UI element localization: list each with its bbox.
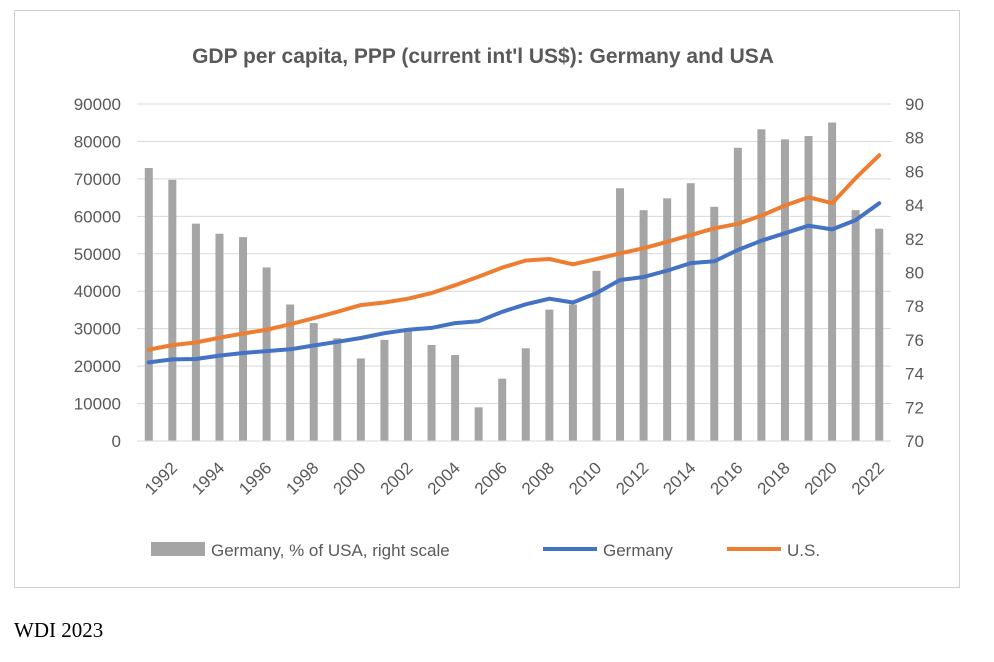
bar-2002 [403,328,412,441]
bar-2004 [451,355,460,441]
right-axis-tick-label: 76 [905,331,924,350]
left-axis-tick-label: 30000 [74,320,121,339]
left-axis-tick-label: 60000 [74,207,121,226]
x-tick-label: 2022 [848,458,888,498]
bar-1996 [262,267,271,441]
x-tick-label: 2018 [754,458,794,498]
bar-1993 [191,223,200,441]
right-axis-tick-label: 88 [905,129,924,148]
bar-1997 [286,304,295,441]
bar-2019 [804,136,813,441]
legend: Germany, % of USA, right scale Germany U.S… [151,541,820,560]
legend-label: U.S. [787,541,820,560]
source-note: WDI 2023 [14,618,104,642]
right-axis-tick-label: 90 [905,95,924,114]
bar-2006 [498,378,507,441]
bar-2011 [616,188,625,441]
x-tick-label: 1998 [282,458,322,498]
bar-1998 [309,323,318,441]
left-axis-tick-label: 50000 [74,245,121,264]
left-axis-tick-label: 90000 [74,95,121,114]
line-u-s- [146,153,882,352]
right-axis-tick-label: 74 [905,365,924,384]
bar-2005 [474,407,483,441]
x-tick-label: 2000 [329,458,369,498]
x-tick-label: 2010 [565,458,605,498]
bar-2007 [521,348,530,441]
bar-series-germany-pct [137,122,891,442]
x-tick-label: 2008 [518,458,558,498]
bar-2009 [568,304,577,441]
x-tick-label: 2012 [612,458,652,498]
chart-frame: GDP per capita, PPP (current int'l US$):… [14,10,960,588]
left-axis-tick-label: 10000 [74,395,121,414]
right-axis-tick-label: 72 [905,398,924,417]
bar-1992 [168,179,177,441]
bar-2021 [851,210,860,441]
left-axis-tick-label: 40000 [74,282,121,301]
right-axis-tick-label: 82 [905,230,924,249]
left-axis-tick-label: 80000 [74,132,121,151]
x-tick-label: 2006 [471,458,511,498]
legend-label: Germany [603,541,673,560]
left-axis-tick-label: 20000 [74,357,121,376]
bar-2001 [380,339,389,441]
right-axis-tick-label: 80 [905,264,924,283]
legend-swatch-bar [151,542,205,556]
chart-title: GDP per capita, PPP (current int'l US$):… [192,45,774,68]
left-axis-tick-label: 70000 [74,170,121,189]
left-axis-tick-label: 0 [112,432,121,451]
x-axis: 1992 1994 1996 1998 2000 2002 2004 2006 2008 2010… [141,458,888,498]
right-axis-tick-label: 84 [905,196,924,215]
bar-2017 [757,129,766,441]
chart-svg: GDP per capita, PPP (current int'l US$):… [74,45,924,560]
bar-2022 [875,228,884,441]
x-tick-label: 2002 [377,458,417,498]
bar-2016 [733,147,742,441]
x-tick-label: 1996 [235,458,275,498]
legend-label: Germany, % of USA, right scale [211,541,450,560]
bar-2018 [780,139,789,441]
right-axis-tick-label: 70 [905,432,924,451]
bar-1991 [144,168,153,441]
bar-2012 [639,210,648,441]
x-tick-label: 2016 [706,458,746,498]
x-tick-label: 2014 [659,458,699,498]
bar-2014 [686,183,695,441]
bar-2008 [545,309,554,441]
bar-2003 [427,344,436,441]
x-tick-label: 2004 [424,458,464,498]
x-tick-label: 1992 [141,458,181,498]
right-axis: 70 72 74 76 78 80 82 84 86 88 90 [905,95,924,451]
bar-1999 [333,338,342,441]
bar-2010 [592,270,601,441]
bar-2013 [663,198,672,441]
line-germany [146,201,882,365]
right-axis-tick-label: 78 [905,297,924,316]
bar-2015 [710,206,719,441]
bar-2020 [828,122,837,441]
bar-2000 [356,358,365,441]
x-tick-label: 2020 [801,458,841,498]
bar-1995 [239,237,248,441]
line-series [146,153,882,365]
right-axis-tick-label: 86 [905,162,924,181]
x-tick-label: 1994 [188,458,228,498]
